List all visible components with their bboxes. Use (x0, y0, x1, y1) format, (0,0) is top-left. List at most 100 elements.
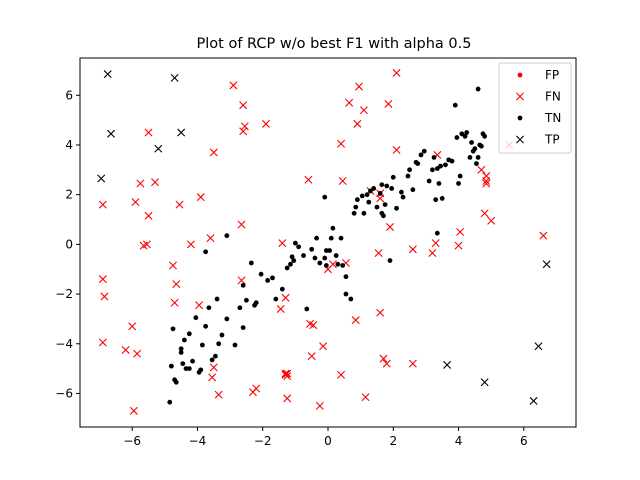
point-tn (415, 161, 421, 167)
point-fn (382, 359, 391, 368)
point-fn (351, 316, 360, 325)
point-tn (348, 296, 354, 302)
point-tn (459, 131, 465, 137)
point-fn (196, 193, 205, 202)
legend-marker (516, 92, 524, 101)
point-fn (144, 211, 153, 220)
point-tn (410, 187, 416, 193)
point-tn (248, 260, 254, 266)
legend-item-fn: FN (516, 90, 561, 104)
point-tn (354, 197, 360, 203)
point-tn (449, 158, 455, 164)
x-axis: −6 −4 −2 0 2 4 6 (123, 427, 528, 448)
legend-label: TP (544, 133, 560, 147)
point-tn (387, 258, 393, 263)
point-tn (288, 261, 293, 267)
point-fn (186, 240, 195, 249)
point-tp (107, 129, 115, 138)
point-fn (136, 179, 145, 188)
point-fn (209, 148, 218, 157)
series-fn (98, 68, 548, 415)
point-tn (240, 325, 246, 331)
point-tn (418, 152, 424, 158)
point-tn (198, 367, 204, 373)
point-tn (203, 249, 209, 255)
point-fn (278, 239, 287, 248)
point-tn (314, 235, 319, 241)
point-fn (98, 200, 107, 209)
legend-label: FN (545, 90, 561, 104)
plot-points (97, 68, 551, 415)
point-tn (167, 399, 173, 405)
point-fn (482, 179, 491, 188)
point-fn (392, 145, 401, 154)
point-tn (178, 350, 184, 355)
point-tn (237, 305, 243, 311)
point-fn (376, 308, 385, 317)
series-tn (167, 86, 488, 405)
y-tick-label: −4 (55, 337, 73, 351)
point-tp (170, 73, 179, 82)
point-tn (322, 194, 328, 200)
point-fn (307, 352, 316, 361)
point-fn (408, 245, 417, 254)
point-fn (386, 222, 394, 231)
point-tn (390, 174, 396, 180)
point-tn (279, 286, 285, 292)
point-fn (539, 231, 548, 240)
point-tp (97, 174, 106, 183)
point-fn (214, 390, 223, 399)
point-tn (304, 306, 310, 312)
point-tn (296, 244, 302, 250)
point-tn (381, 213, 386, 219)
point-fn (408, 359, 417, 368)
point-fn (319, 342, 328, 351)
point-tn (434, 166, 440, 171)
point-fn (477, 165, 486, 174)
legend-item-tp: TP (516, 133, 560, 147)
point-fn (131, 198, 140, 207)
point-tn (173, 379, 179, 385)
point-fn (151, 178, 160, 187)
point-tn (224, 233, 230, 239)
point-fn (454, 241, 463, 250)
point-fn (338, 177, 347, 185)
point-tn (430, 167, 435, 173)
point-tp (529, 396, 538, 405)
point-tn (309, 246, 315, 252)
legend-box (498, 62, 572, 154)
point-tn (469, 140, 474, 145)
point-fn (237, 276, 246, 285)
point-tn (186, 331, 192, 337)
point-tn (439, 195, 445, 201)
point-tp (542, 260, 551, 269)
point-fn (482, 177, 491, 185)
point-tp (480, 378, 489, 387)
point-tn (343, 274, 349, 280)
y-tick-label: 2 (65, 188, 73, 202)
point-fn (144, 128, 153, 137)
point-fn (359, 106, 368, 115)
point-tn (478, 143, 484, 149)
point-tn (457, 173, 463, 179)
point-fn (195, 301, 204, 310)
point-tn (270, 275, 275, 281)
point-fn (345, 98, 354, 107)
point-tn (462, 133, 468, 139)
legend-item-tn: TN (517, 111, 561, 125)
point-tn (454, 135, 460, 140)
point-tn (482, 133, 488, 139)
x-tick-label: 6 (520, 434, 528, 448)
x-tick-label: −6 (123, 434, 141, 448)
point-tn (213, 353, 218, 359)
point-fn (208, 373, 217, 382)
legend: FP FN TN TP (498, 62, 572, 154)
point-tp (443, 360, 452, 369)
point-fn (239, 101, 248, 110)
point-tn (464, 130, 470, 135)
point-fn (262, 119, 270, 128)
point-tn (219, 332, 225, 338)
point-fn (237, 220, 246, 229)
plot-frame (79, 57, 577, 428)
